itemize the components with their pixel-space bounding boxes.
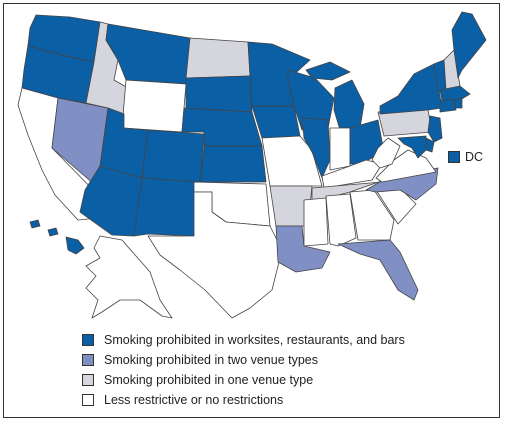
state-WV [371, 137, 401, 169]
state-AL [325, 193, 357, 247]
legend-item-less: Less restrictive or no restrictions [82, 390, 405, 410]
state-MA [439, 85, 471, 101]
state-HI-3 [29, 219, 41, 229]
legend-label: Smoking prohibited in worksites, restaur… [104, 333, 405, 347]
state-MD [397, 135, 427, 159]
legend-label: Smoking prohibited in one venue type [104, 373, 314, 387]
legend: Smoking prohibited in worksites, restaur… [82, 330, 405, 410]
state-MO [261, 135, 323, 187]
state-CO [141, 129, 205, 183]
state-MI-up [305, 61, 351, 81]
state-CT [439, 99, 457, 113]
state-SD [185, 75, 253, 113]
state-IA [251, 105, 301, 139]
state-FL [337, 239, 419, 301]
state-IN [329, 127, 351, 171]
legend-swatch [82, 334, 94, 346]
state-NJ [427, 115, 443, 143]
legend-item-one-venue: Smoking prohibited in one venue type [82, 370, 405, 390]
state-WY [121, 79, 187, 133]
state-KS [199, 145, 267, 183]
legend-label: Less restrictive or no restrictions [104, 393, 284, 407]
legend-swatch [82, 394, 94, 406]
state-LA [275, 225, 331, 273]
state-MS [303, 197, 329, 247]
state-AK [85, 235, 173, 319]
legend-swatch [82, 354, 94, 366]
state-NY [379, 63, 443, 115]
legend-item-two-venues: Smoking prohibited in two venue types [82, 350, 405, 370]
dc-label: DC [448, 150, 483, 164]
state-HI [65, 236, 85, 255]
state-ME [451, 11, 487, 79]
state-MT [105, 23, 191, 85]
dc-text: DC [465, 150, 484, 164]
state-HI-2 [47, 227, 59, 237]
state-ND [185, 37, 251, 79]
legend-swatch [82, 374, 94, 386]
state-MI [333, 79, 365, 131]
dc-swatch [448, 151, 460, 163]
state-PA [377, 109, 433, 137]
state-TX [147, 191, 283, 319]
state-NM [133, 177, 201, 237]
legend-item-all-three: Smoking prohibited in worksites, restaur… [82, 330, 405, 350]
legend-label: Smoking prohibited in two venue types [104, 353, 319, 367]
